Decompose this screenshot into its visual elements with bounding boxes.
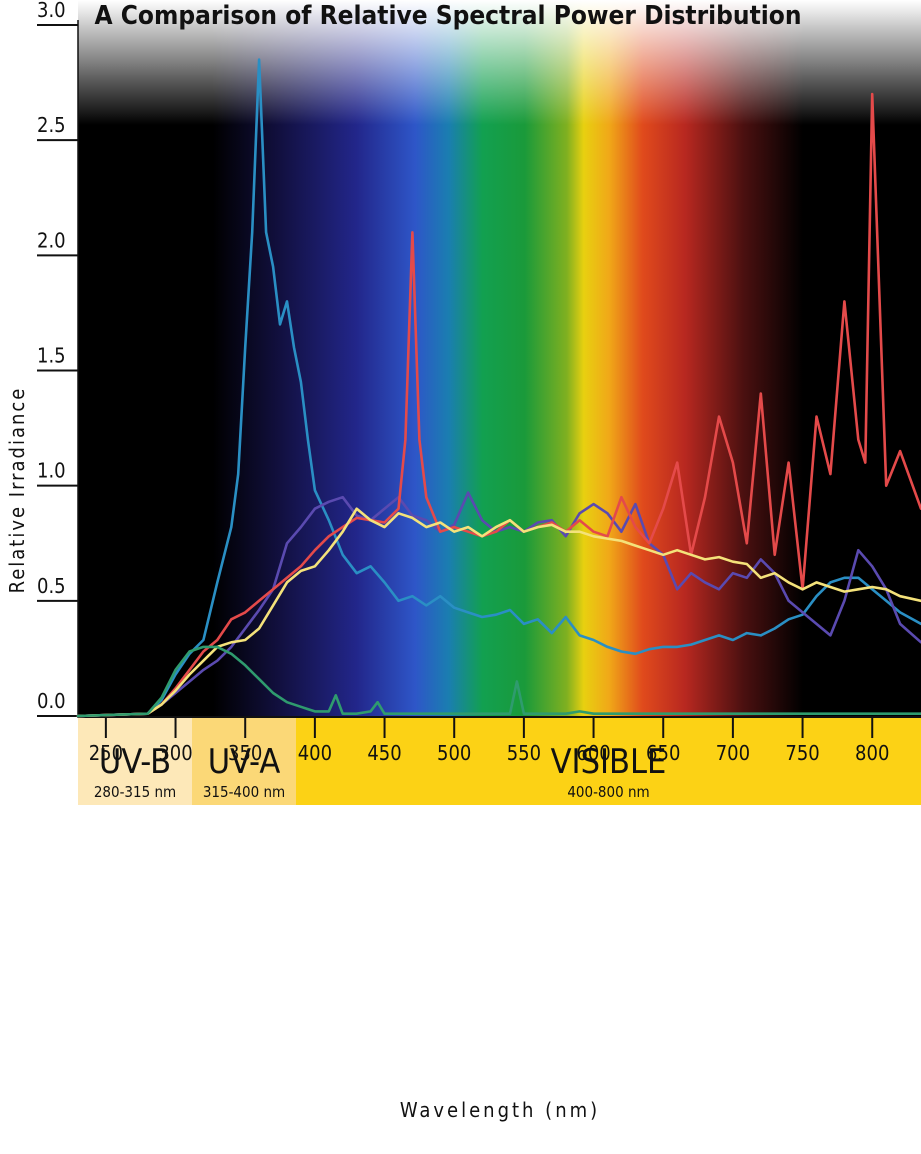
x-tick-label: 350 bbox=[228, 741, 262, 765]
y-tick-label: 2.5 bbox=[37, 113, 66, 137]
y-tick-label: 1.5 bbox=[37, 344, 66, 368]
y-tick-label: 3.0 bbox=[37, 0, 66, 22]
x-tick-label: 250 bbox=[89, 741, 123, 765]
y-axis: 0.0 0.5 1.0 1.5 2.0 2.5 3.0 bbox=[37, 0, 79, 718]
y-tick-label: 2.0 bbox=[37, 228, 66, 252]
y-tick-label: 1.0 bbox=[37, 459, 66, 483]
band-name: UV-A bbox=[208, 742, 281, 782]
band-name: UV-B bbox=[99, 742, 171, 782]
y-axis-label: Relative Irradiance bbox=[5, 387, 29, 594]
band-range-area bbox=[192, 785, 296, 805]
band-visible-label-area bbox=[296, 750, 921, 785]
band-name: VISIBLE bbox=[551, 742, 667, 782]
x-tick-label: 400 bbox=[298, 741, 332, 765]
series-line-5 bbox=[76, 645, 921, 718]
x-tick-label: 500 bbox=[437, 741, 471, 765]
x-tick-label: 450 bbox=[367, 741, 401, 765]
x-tick-label: 650 bbox=[646, 741, 680, 765]
x-tick-label: 800 bbox=[855, 741, 889, 765]
band-range: 280-315 nm bbox=[94, 783, 176, 801]
wavelength-bands: UV-B UV-A VISIBLE 280-315 nm 315-400 nm 400-8… bbox=[78, 718, 921, 805]
chart-title: A Comparison of Relative Spectral Power … bbox=[95, 1, 802, 31]
x-tick-label: 550 bbox=[507, 741, 541, 765]
x-axis-label: Wavelength (nm) bbox=[400, 1098, 600, 1122]
top-fade bbox=[78, 0, 921, 125]
x-axis: 250 300 350 400 450 500 550 600 650 700 750 800 bbox=[78, 716, 921, 765]
x-tick-label: 300 bbox=[158, 741, 192, 765]
x-tick-label: 700 bbox=[716, 741, 750, 765]
y-tick-label: 0.0 bbox=[37, 689, 66, 713]
band-range-area bbox=[296, 785, 921, 805]
spectral-series bbox=[76, 58, 921, 718]
band-uv-b bbox=[78, 718, 192, 750]
band-range-area bbox=[78, 785, 192, 805]
x-tick-label: 600 bbox=[576, 741, 610, 765]
band-uv-a-label-area bbox=[192, 750, 296, 785]
band-visible bbox=[296, 718, 921, 750]
x-tick-label: 750 bbox=[785, 741, 819, 765]
y-tick-label: 0.5 bbox=[37, 574, 66, 598]
band-range: 315-400 nm bbox=[203, 783, 285, 801]
series-line-1 bbox=[76, 58, 921, 718]
band-range: 400-800 nm bbox=[567, 783, 649, 801]
series-line-4 bbox=[76, 507, 921, 718]
band-uv-b-label-area bbox=[78, 750, 192, 785]
band-uv-a bbox=[192, 718, 296, 750]
